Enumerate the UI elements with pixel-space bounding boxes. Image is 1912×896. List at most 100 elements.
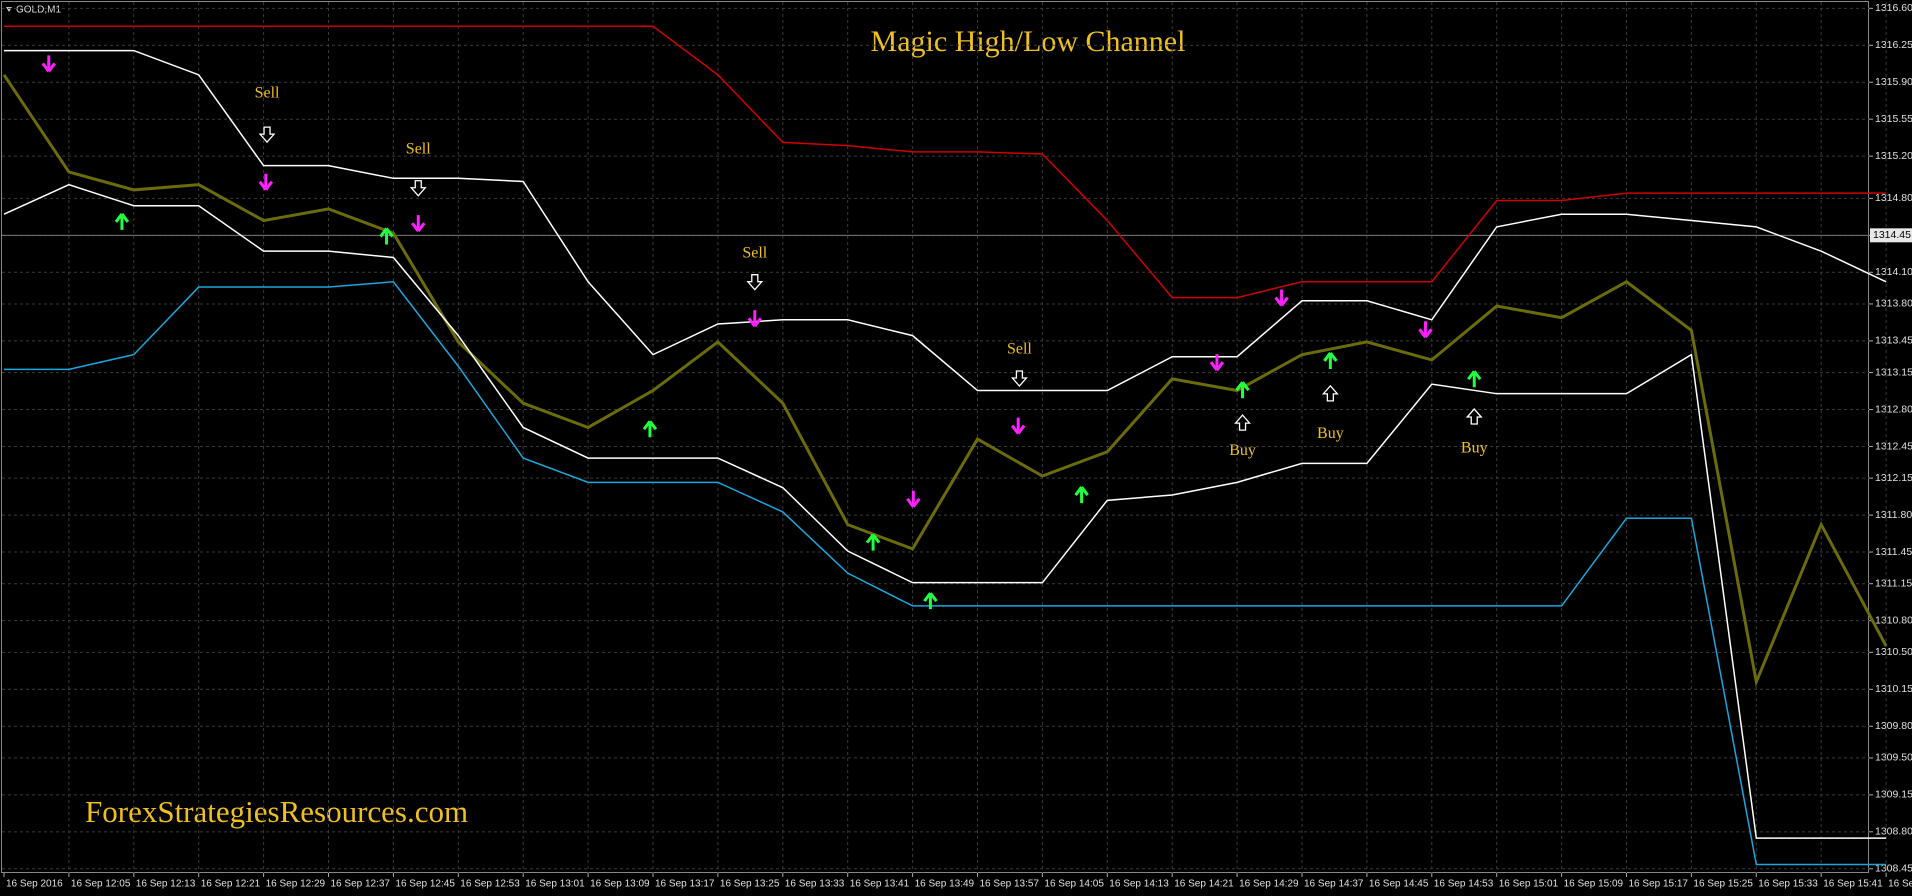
y-tick-label: 1313.45 [1875, 335, 1912, 347]
annotation: Sell [406, 141, 431, 158]
x-tick-label: 16 Sep 15:09 [1564, 879, 1624, 890]
x-tick-label: 16 Sep 12:53 [460, 879, 520, 890]
y-tick-label: 1312.45 [1875, 440, 1912, 452]
plot-border [1, 1, 1869, 873]
watermark: ForexStrategiesResources.com [85, 794, 468, 829]
buy-arrow [865, 533, 881, 551]
signal-arrow [1465, 408, 1483, 425]
annotation: Sell [1007, 341, 1032, 358]
x-tick-label: 16 Sep 13:17 [655, 879, 715, 890]
sell-arrow [1209, 354, 1225, 372]
x-tick-label: 16 Sep 14:21 [1174, 879, 1234, 890]
y-tick-label: 1316.60 [1875, 2, 1912, 14]
x-tick-label: 16 Sep 14:29 [1239, 879, 1299, 890]
buy-arrow [1235, 381, 1250, 399]
y-tick-label: 1311.80 [1875, 509, 1912, 521]
y-tick-label: 1312.15 [1875, 472, 1912, 484]
buy-arrow [1467, 370, 1482, 388]
series-line [4, 280, 1887, 866]
y-tick-label: 1311.15 [1875, 578, 1912, 590]
annotation: Sell [742, 244, 767, 261]
y-tick-label: 1309.80 [1875, 720, 1912, 732]
x-tick-label: 16 Sep 14:13 [1109, 879, 1169, 890]
series-line [2, 74, 1888, 688]
x-tick-label: 16 Sep 15:25 [1693, 879, 1753, 890]
x-tick-label: 16 Sep 13:49 [915, 879, 975, 890]
x-tick-label: 16 Sep 12:37 [331, 879, 391, 890]
y-tick-label: 1315.90 [1875, 76, 1912, 88]
last-price-box [1870, 228, 1912, 243]
y-tick-label: 1312.80 [1875, 403, 1912, 415]
sell-arrow [41, 55, 56, 73]
y-tick-label: 1309.50 [1875, 752, 1912, 764]
x-tick-label: 16 Sep 13:41 [850, 879, 910, 890]
x-tick-label: 16 Sep 14:45 [1369, 879, 1429, 890]
buy-arrow [379, 227, 394, 245]
buy-arrow [1323, 352, 1338, 369]
x-tick-label: 16 Sep 12:05 [71, 879, 131, 890]
sell-arrow [747, 310, 763, 328]
sell-arrow [1010, 417, 1026, 435]
y-tick-label: 1313.15 [1875, 366, 1912, 378]
x-tick-label: 16 Sep 2016 [6, 879, 63, 890]
signal-arrow [409, 180, 427, 197]
y-tick-label: 1310.15 [1875, 683, 1912, 695]
last-price-label: 1314.45 [1873, 229, 1911, 241]
y-tick-label: 1315.20 [1875, 150, 1912, 162]
buy-arrow [114, 213, 130, 230]
buy-arrow [923, 592, 938, 610]
signal-arrow [746, 274, 764, 291]
y-tick-label: 1310.80 [1875, 614, 1912, 626]
x-tick-label: 16 Sep 15:41 [1823, 879, 1883, 890]
sell-arrow [411, 215, 426, 233]
series-line [3, 183, 1887, 839]
y-tick-label: 1313.80 [1875, 298, 1912, 310]
series-line [4, 25, 1887, 299]
sell-arrow [1274, 289, 1289, 307]
x-tick-label: 16 Sep 12:13 [136, 879, 196, 890]
x-tick-label: 16 Sep 14:05 [1044, 879, 1104, 890]
y-tick-label: 1314.10 [1875, 266, 1912, 278]
signal-arrow [1010, 370, 1028, 387]
buy-arrow [642, 420, 658, 438]
y-tick-label: 1316.25 [1875, 39, 1912, 51]
x-tick-label: 16 Sep 12:45 [395, 879, 455, 890]
x-tick-label: 16 Sep 15:01 [1499, 879, 1559, 890]
sell-arrow [906, 490, 921, 508]
annotation: Buy [1317, 425, 1344, 442]
x-tick-label: 16 Sep 13:25 [720, 879, 780, 890]
sell-arrow [1418, 321, 1433, 339]
annotation: Sell [255, 85, 280, 102]
x-tick-label: 16 Sep 13:57 [980, 879, 1040, 890]
y-tick-label: 1310.50 [1875, 646, 1912, 658]
signal-arrow [1321, 384, 1339, 402]
x-tick-label: 16 Sep 13:09 [590, 879, 650, 890]
signal-arrow [1234, 414, 1251, 431]
x-tick-label: 16 Sep 14:53 [1434, 879, 1494, 890]
chart-title: Magic High/Low Channel [871, 25, 1186, 58]
annotation: Buy [1229, 442, 1256, 459]
x-tick-label: 16 Sep 12:21 [201, 879, 261, 890]
x-tick-label: 16 Sep 13:01 [525, 879, 585, 890]
y-tick-label: 1309.15 [1875, 789, 1912, 801]
series-line [4, 49, 1887, 392]
x-tick-label: 16 Sep 14:37 [1304, 879, 1364, 890]
y-tick-label: 1315.55 [1875, 113, 1912, 125]
y-tick-label: 1311.45 [1875, 546, 1912, 558]
x-tick-label: 16 Sep 15:49 [1888, 879, 1912, 890]
x-tick-label: 16 Sep 12:29 [266, 879, 326, 890]
y-tick-label: 1308.80 [1875, 826, 1912, 838]
x-tick-label: 16 Sep 13:33 [785, 879, 845, 890]
sell-arrow [258, 173, 274, 191]
x-tick-label: 16 Sep 15:33 [1758, 879, 1818, 890]
symbol-label: GOLD,M1 [16, 5, 61, 16]
signal-arrow [258, 126, 276, 144]
y-tick-label: 1314.80 [1875, 192, 1912, 204]
y-tick-label: 1308.45 [1875, 863, 1912, 875]
buy-arrow [1074, 486, 1089, 504]
x-tick-label: 16 Sep 15:17 [1629, 879, 1689, 890]
annotation: Buy [1461, 439, 1488, 456]
